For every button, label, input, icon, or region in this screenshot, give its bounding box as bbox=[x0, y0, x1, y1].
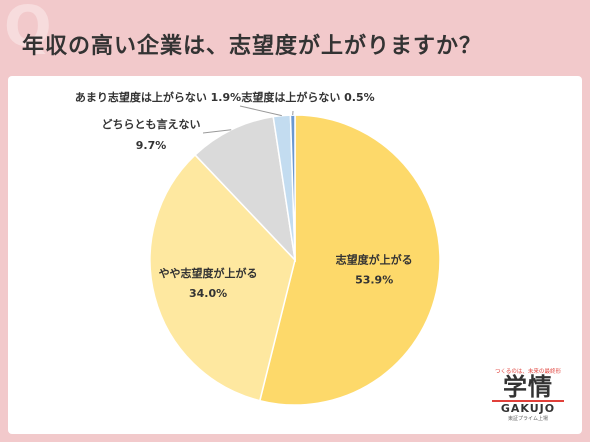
slice-value-yaya-agaru: 34.0% bbox=[189, 287, 227, 300]
leader-line-dochiratomo bbox=[202, 129, 232, 134]
slice-label-yaya-agaru: やや志望度が上がる bbox=[159, 266, 258, 280]
page-title: 年収の高い企業は、志望度が上がりますか？ bbox=[22, 34, 483, 59]
gakujo-logo: つくるのは、未来の最終形 学情 GAKUJO 東証プライム上場 bbox=[486, 367, 570, 422]
slice-value-agaru: 53.9% bbox=[355, 274, 393, 287]
slice-label-agaranai: 志望度は上がらない 0.5% bbox=[241, 90, 374, 104]
slice-label-amari-agaranai: あまり志望度は上がらない 1.9% bbox=[75, 90, 241, 104]
logo-divider bbox=[492, 399, 564, 402]
pie-slice-dochiratomo bbox=[194, 115, 297, 263]
chart-card: 志望度が上がる 53.9% やや志望度が上がる 34.0% どちらとも言えない 9.7% あ… bbox=[8, 76, 582, 434]
logo-wordmark: GAKUJO bbox=[500, 401, 556, 415]
pie-chart: 志望度が上がる 53.9% やや志望度が上がる 34.0% どちらとも言えない 9.7% あ… bbox=[75, 90, 441, 406]
pie-slice-agaru bbox=[258, 114, 441, 406]
logo-tagline: つくるのは、未来の最終形 bbox=[495, 368, 561, 375]
slice-label-dochiratomo: どちらとも言えない bbox=[102, 117, 201, 131]
leader-line-amari-agaranai bbox=[239, 105, 282, 117]
q-badge: Q bbox=[4, 0, 52, 60]
logo-mark: 学情 bbox=[503, 372, 553, 401]
logo-footer: 東証プライム上場 bbox=[508, 416, 548, 422]
slice-label-agaru: 志望度が上がる bbox=[336, 253, 413, 267]
pie-slice-yaya-agaru bbox=[149, 153, 296, 402]
slice-value-dochiratomo: 9.7% bbox=[136, 139, 167, 152]
